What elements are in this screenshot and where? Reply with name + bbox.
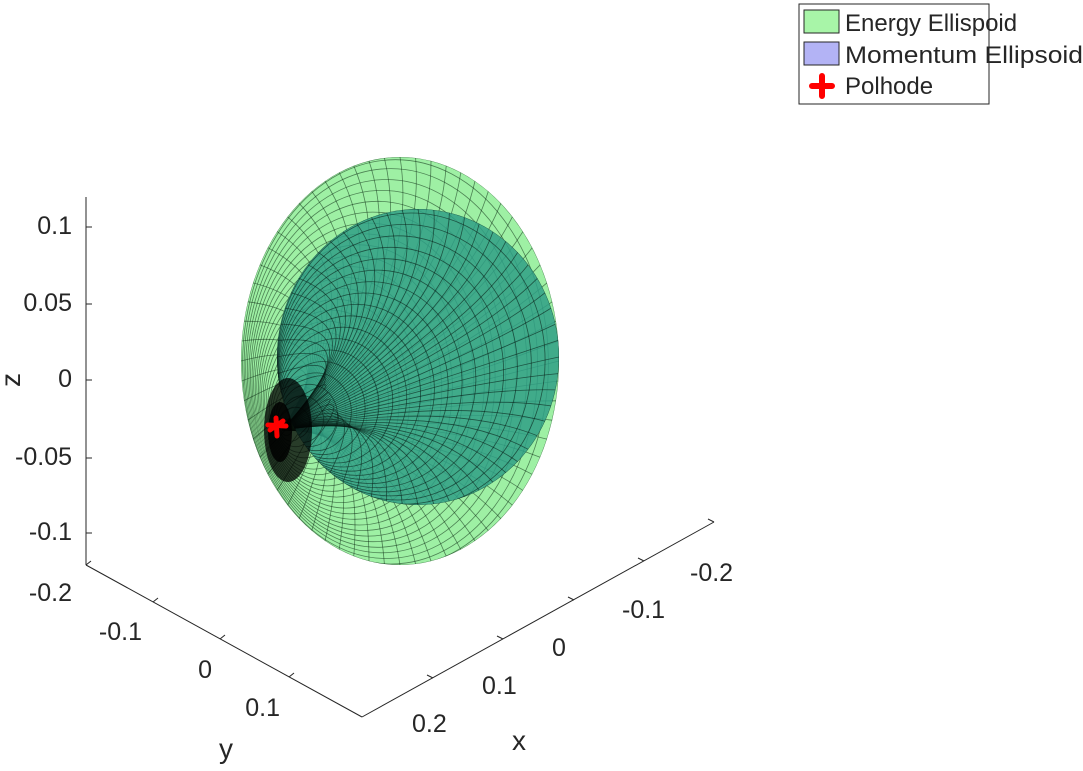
mesh-line (281, 241, 507, 431)
x-axis-line (361, 521, 715, 718)
z-tick-label: -0.1 (29, 518, 72, 546)
mesh-line (281, 373, 559, 431)
z-tick-marks (86, 226, 92, 534)
y-tick-marks (85, 560, 295, 678)
x-tick-label: 0.1 (482, 672, 517, 700)
x-tick (707, 518, 715, 523)
mesh-line (281, 223, 480, 431)
y-tick (219, 634, 226, 640)
z-tick-label: 0 (58, 365, 72, 393)
legend-swatch-energy (803, 9, 840, 34)
mesh-line (281, 278, 538, 431)
mesh-line (281, 323, 556, 431)
mesh-line (281, 251, 352, 431)
mesh-line (281, 209, 435, 431)
x-axis-label: x (512, 725, 526, 756)
mesh-line (281, 307, 552, 431)
mesh-line (281, 231, 494, 431)
axes-frame (85, 197, 715, 718)
z-tick-label: 0.05 (23, 289, 72, 317)
mesh-line (281, 217, 465, 431)
x-tick-label: 0.2 (412, 710, 447, 738)
y-tick-label: -0.2 (29, 579, 72, 607)
x-tick-label: 0 (552, 634, 566, 662)
z-tick-label: 0.1 (37, 212, 72, 240)
x-tick (496, 635, 504, 640)
x-tick (567, 596, 575, 601)
legend-label-energy: Energy Ellispoid (845, 10, 1017, 37)
z-tick-label: -0.05 (15, 443, 72, 471)
y-tick-label: 0.1 (245, 694, 280, 722)
y-tick (152, 597, 159, 603)
legend: Energy Ellispoid Momentum Ellipsoid Polh… (798, 3, 1083, 105)
y-axis-label: y (219, 733, 233, 764)
mesh-line (281, 340, 559, 431)
mesh-line (281, 356, 559, 431)
z-axis-label: z (0, 373, 26, 387)
legend-label-momentum: Momentum Ellipsoid (845, 42, 1083, 69)
x-tick (637, 557, 645, 562)
mesh-line (281, 209, 408, 431)
x-tick-marks (426, 518, 715, 679)
z-tick-labels: 0.1 0.05 0 -0.05 -0.1 (15, 212, 72, 546)
x-tick (426, 674, 434, 679)
x-tick-labels: -0.2 -0.1 0 0.1 0.2 (412, 559, 733, 738)
y-tick (85, 560, 92, 566)
y-tick-labels: -0.2 -0.1 0 0.1 (29, 579, 280, 722)
legend-marker-polhode (809, 73, 835, 99)
mesh-line (281, 212, 396, 431)
mesh-line (281, 217, 385, 431)
momentum-ellipsoid-surface (277, 209, 559, 505)
y-tick (288, 672, 295, 678)
y-axis-line (85, 564, 363, 718)
mesh-line (281, 231, 367, 431)
y-tick-label: -0.1 (99, 618, 142, 646)
x-tick-label: -0.1 (622, 596, 665, 624)
polhode-curve (265, 415, 289, 439)
legend-label-polhode: Polhode (845, 73, 933, 100)
x-tick-label: -0.2 (690, 559, 733, 587)
y-tick-label: 0 (198, 656, 212, 684)
mesh-line (281, 415, 538, 437)
legend-swatch-momentum (803, 41, 840, 66)
mesh-line (281, 264, 529, 431)
mesh-line (281, 241, 359, 431)
mesh-line (281, 212, 450, 431)
mesh-line (281, 292, 546, 431)
